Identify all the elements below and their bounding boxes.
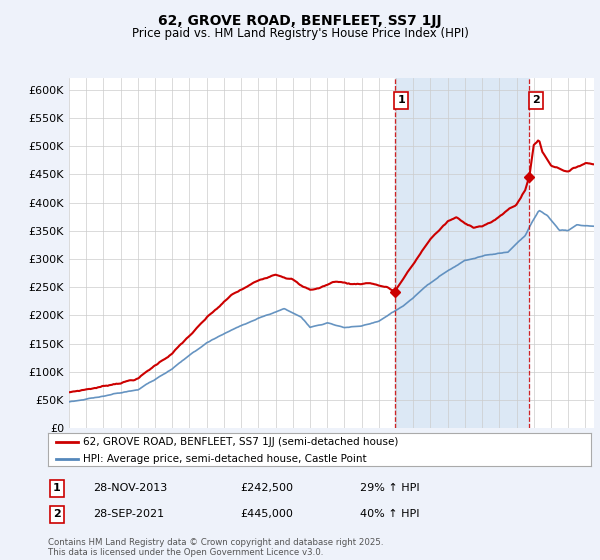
Text: 62, GROVE ROAD, BENFLEET, SS7 1JJ: 62, GROVE ROAD, BENFLEET, SS7 1JJ xyxy=(158,14,442,28)
Text: 1: 1 xyxy=(397,95,405,105)
Text: 28-NOV-2013: 28-NOV-2013 xyxy=(93,483,167,493)
Bar xyxy=(395,78,529,428)
Text: 2: 2 xyxy=(532,95,540,105)
Text: 40% ↑ HPI: 40% ↑ HPI xyxy=(360,509,419,519)
Text: 62, GROVE ROAD, BENFLEET, SS7 1JJ (semi-detached house): 62, GROVE ROAD, BENFLEET, SS7 1JJ (semi-… xyxy=(83,437,398,447)
Text: 1: 1 xyxy=(53,483,61,493)
Text: Price paid vs. HM Land Registry's House Price Index (HPI): Price paid vs. HM Land Registry's House … xyxy=(131,27,469,40)
Text: HPI: Average price, semi-detached house, Castle Point: HPI: Average price, semi-detached house,… xyxy=(83,454,367,464)
Text: Contains HM Land Registry data © Crown copyright and database right 2025.
This d: Contains HM Land Registry data © Crown c… xyxy=(48,538,383,557)
Text: 28-SEP-2021: 28-SEP-2021 xyxy=(93,509,164,519)
Text: 2: 2 xyxy=(53,509,61,519)
Text: £445,000: £445,000 xyxy=(240,509,293,519)
Text: £242,500: £242,500 xyxy=(240,483,293,493)
Text: 29% ↑ HPI: 29% ↑ HPI xyxy=(360,483,419,493)
